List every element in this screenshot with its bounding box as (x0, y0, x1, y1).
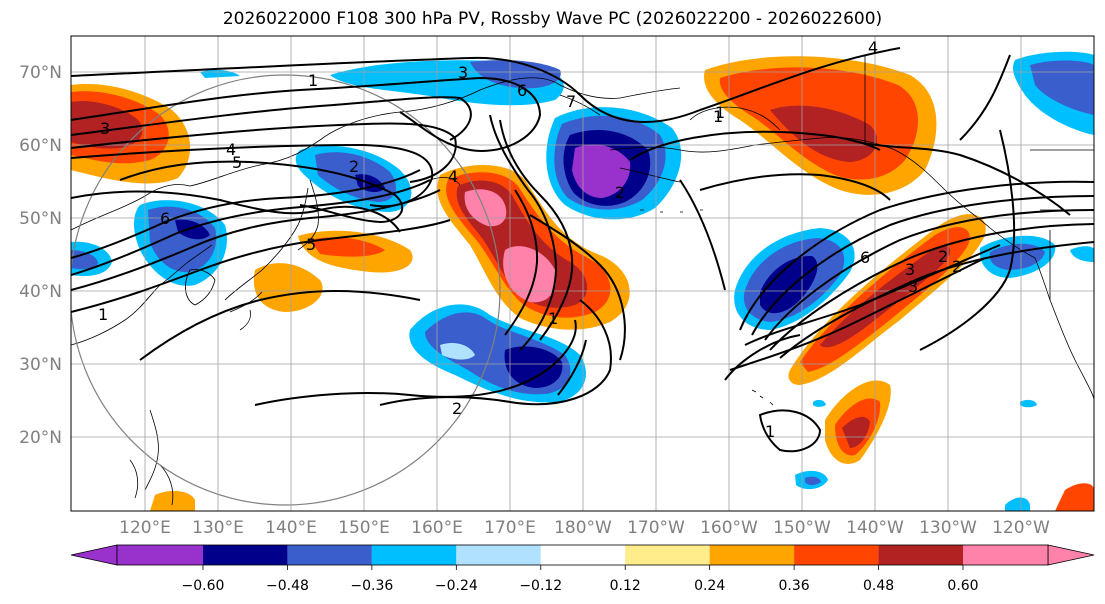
contour-label: 4 (226, 140, 236, 159)
colorbar-tick-label: −0.24 (435, 578, 478, 594)
range-ring (71, 74, 501, 506)
contour-label: 2 (349, 157, 359, 176)
colorbar-tick-label: 0.12 (610, 578, 641, 594)
lat-label: 20°N (19, 428, 62, 448)
colorbar-segment (963, 545, 1048, 565)
positive-anomaly-alaska (704, 56, 937, 195)
negative-anomaly-manchuria (71, 200, 227, 286)
contour-label: 1 (308, 71, 318, 90)
contour-label: 5 (232, 153, 242, 172)
contour-label: 5 (306, 235, 316, 254)
pv-contours (71, 47, 1094, 453)
colorbar-segment (371, 545, 457, 565)
contour-label: 3 (458, 63, 468, 82)
contour-label: 1 (715, 103, 725, 122)
contour-label: 2 (952, 257, 962, 276)
map-frame (70, 35, 1095, 512)
longitude-labels: 120°E 130°E 140°E 150°E 160°E 170°E 180°… (119, 518, 1050, 538)
colorbar-under-arrow (70, 544, 118, 566)
contour-label: 2 (615, 183, 625, 202)
lon-label: 170°W (627, 518, 685, 538)
colorbar-segment (456, 545, 541, 565)
colorbar-tick-label: −0.60 (182, 578, 225, 594)
positive-anomaly-japan (253, 230, 413, 312)
lon-label: 140°E (265, 518, 317, 538)
colorbar: −0.60 −0.48 −0.36 −0.24 −0.12 0.12 0.24 0.36 0.4… (70, 544, 1095, 594)
colorbar-tick-label: −0.36 (350, 578, 393, 594)
contour-label: 3 (100, 119, 110, 138)
colorbar-segment (878, 545, 963, 565)
colorbar-segment (709, 545, 795, 565)
lat-label: 70°N (19, 63, 62, 83)
lon-label: 170°E (484, 518, 536, 538)
lon-label: 120°W (992, 518, 1050, 538)
contour-label: 3 (905, 260, 915, 279)
colorbar-tick-label: 0.48 (863, 578, 894, 594)
contour-label: 1 (98, 305, 108, 324)
colorbar-segment (794, 545, 879, 565)
contour-label: 4 (868, 38, 878, 57)
contour-label-layer: 1 3 5 6 7 4 1 3 4 5 2 6 2 1 1 3 6 2 1 3 … (98, 38, 962, 441)
contour-label: 1 (713, 107, 723, 126)
lon-label: 130°E (192, 518, 244, 538)
contour-label: 6 (517, 81, 527, 100)
colorbar-over-arrow (1047, 544, 1095, 566)
colorbar-frame (116, 544, 1049, 566)
colorbar-tick-label: −0.48 (266, 578, 309, 594)
colorbar-tick-label: 0.24 (694, 578, 725, 594)
contour-label: 4 (448, 167, 458, 186)
colorbar-tick-label: 0.36 (779, 578, 810, 594)
lat-label: 30°N (19, 355, 62, 375)
lon-label: 180°W (554, 518, 612, 538)
lon-label: 130°W (919, 518, 977, 538)
contour-label: 2 (938, 247, 948, 266)
negative-anomaly-hawaii-north (409, 304, 586, 403)
colorbar-segment (117, 545, 203, 565)
positive-anomaly-subtropical-band (150, 214, 1094, 511)
colorbar-tick-label: −0.12 (519, 578, 562, 594)
lon-label: 150°E (338, 518, 390, 538)
colorbar-tick-label: 0.60 (947, 578, 978, 594)
graticule (71, 36, 1094, 511)
lat-label: 60°N (19, 136, 62, 156)
contour-label: 6 (160, 209, 170, 228)
colorbar-segment (540, 545, 626, 565)
lon-label: 160°W (700, 518, 758, 538)
lat-label: 50°N (19, 209, 62, 229)
lon-label: 120°E (119, 518, 171, 538)
colorbar-segment (203, 545, 288, 565)
lon-label: 160°E (411, 518, 463, 538)
contour-label: 6 (860, 248, 870, 267)
contour-label: 1 (548, 309, 558, 328)
contour-label: 2 (452, 399, 462, 418)
contour-label: 3 (908, 277, 918, 296)
negative-anomaly-bering (546, 107, 682, 220)
contour-label: 1 (765, 422, 775, 441)
contour-label: 7 (566, 92, 576, 111)
latitude-labels: 70°N 60°N 50°N 40°N 30°N 20°N (19, 63, 62, 448)
lat-label: 40°N (19, 282, 62, 302)
pc-shading-layer (71, 51, 1094, 511)
lon-label: 140°W (846, 518, 904, 538)
map-title: 2026022000 F108 300 hPa PV, Rossby Wave … (222, 9, 883, 29)
colorbar-segment (625, 545, 710, 565)
lon-label: 150°W (773, 518, 831, 538)
colorbar-segment (287, 545, 372, 565)
